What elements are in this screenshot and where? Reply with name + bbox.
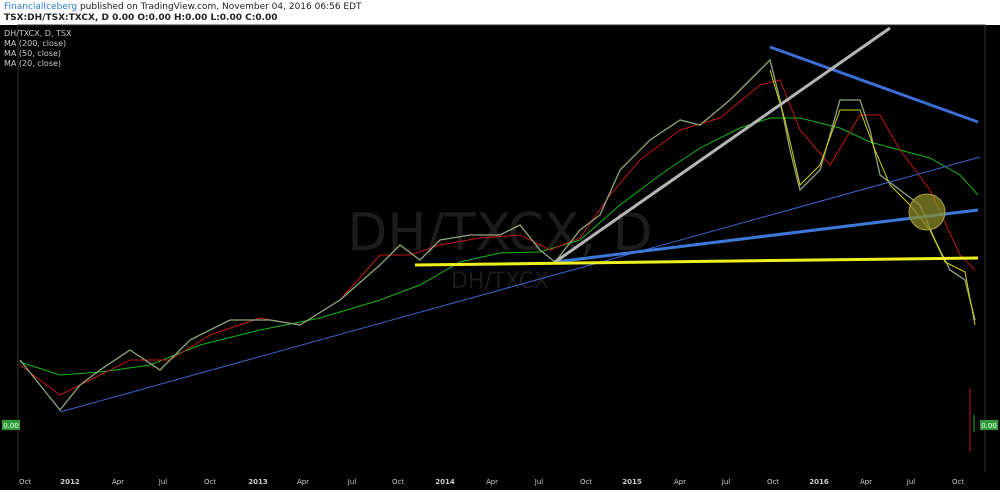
x-tick-label: 2012 bbox=[60, 478, 80, 486]
x-tick-label: Apr bbox=[486, 478, 498, 486]
x-tick-label: Jul bbox=[347, 478, 357, 486]
ma200 bbox=[19, 117, 979, 376]
support-line bbox=[414, 256, 979, 267]
symbol-line: TSX:DH/TSX:TXCX, D 0.00 O:0.00 H:0.00 L:… bbox=[4, 13, 278, 23]
x-tick-label: Oct bbox=[392, 478, 404, 486]
x-tick-label: 2015 bbox=[622, 478, 642, 486]
x-tick-label: Oct bbox=[952, 478, 964, 486]
x-tick-label: Jul bbox=[721, 478, 731, 486]
chart-bg bbox=[0, 25, 1000, 490]
ma20 bbox=[769, 69, 976, 326]
publish-line: FinancialIceberg published on TradingVie… bbox=[4, 2, 362, 12]
price bbox=[19, 58, 976, 412]
x-tick-label: Apr bbox=[860, 478, 872, 486]
x-tick-label: Jul bbox=[906, 478, 916, 486]
legend-entry: MA (50, close) bbox=[4, 49, 61, 58]
x-tick-label: Apr bbox=[112, 478, 124, 486]
x-tick-label: Jul bbox=[534, 478, 544, 486]
x-tick-label: 2013 bbox=[248, 478, 268, 486]
x-tick-label: Oct bbox=[204, 478, 216, 486]
published: published on TradingView.com, November 0… bbox=[79, 2, 362, 12]
price-label: 0.00 bbox=[3, 422, 19, 430]
x-tick-label: Apr bbox=[674, 478, 686, 486]
x-tick-label: Jul bbox=[158, 478, 168, 486]
x-tick-label: Oct bbox=[767, 478, 779, 486]
highlight bbox=[908, 193, 946, 231]
trendline bbox=[554, 26, 891, 264]
legend-entry: MA (20, close) bbox=[4, 59, 61, 68]
trendline bbox=[769, 45, 979, 124]
x-axis bbox=[0, 472, 1000, 490]
x-tick-label: Oct bbox=[580, 478, 592, 486]
trendline bbox=[554, 208, 979, 264]
price-tag bbox=[980, 420, 998, 430]
legend-entry: DH/TXCX, D, TSX bbox=[4, 29, 72, 38]
price-label: 0.00 bbox=[981, 422, 997, 430]
author[interactable]: FinancialIceberg bbox=[4, 2, 78, 12]
price-tag bbox=[2, 420, 20, 430]
watermark: DH/TXCX, D bbox=[347, 203, 652, 263]
legend-entry: MA (200, close) bbox=[4, 39, 66, 48]
x-tick-label: Oct bbox=[19, 478, 31, 486]
trendline bbox=[59, 156, 981, 413]
x-tick-label: 2014 bbox=[435, 478, 455, 486]
x-tick-label: Apr bbox=[297, 478, 309, 486]
x-tick-label: 2016 bbox=[809, 478, 829, 486]
x-axis-labels: Oct 2012 Apr Jul Oct 2013 Apr Jul Oct 2014 Apr Jul O… bbox=[19, 478, 964, 486]
